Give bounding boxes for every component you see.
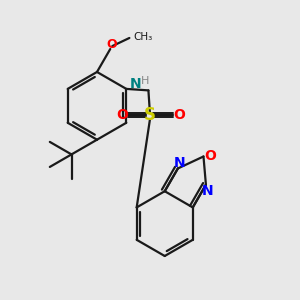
Text: O: O — [106, 38, 117, 51]
Text: O: O — [173, 108, 185, 122]
Text: N: N — [202, 184, 213, 197]
Text: H: H — [140, 76, 149, 86]
Text: S: S — [144, 106, 156, 124]
Text: N: N — [173, 156, 185, 170]
Text: CH₃: CH₃ — [134, 32, 153, 41]
Text: O: O — [204, 149, 216, 164]
Text: O: O — [116, 108, 128, 122]
Text: N: N — [130, 77, 142, 91]
